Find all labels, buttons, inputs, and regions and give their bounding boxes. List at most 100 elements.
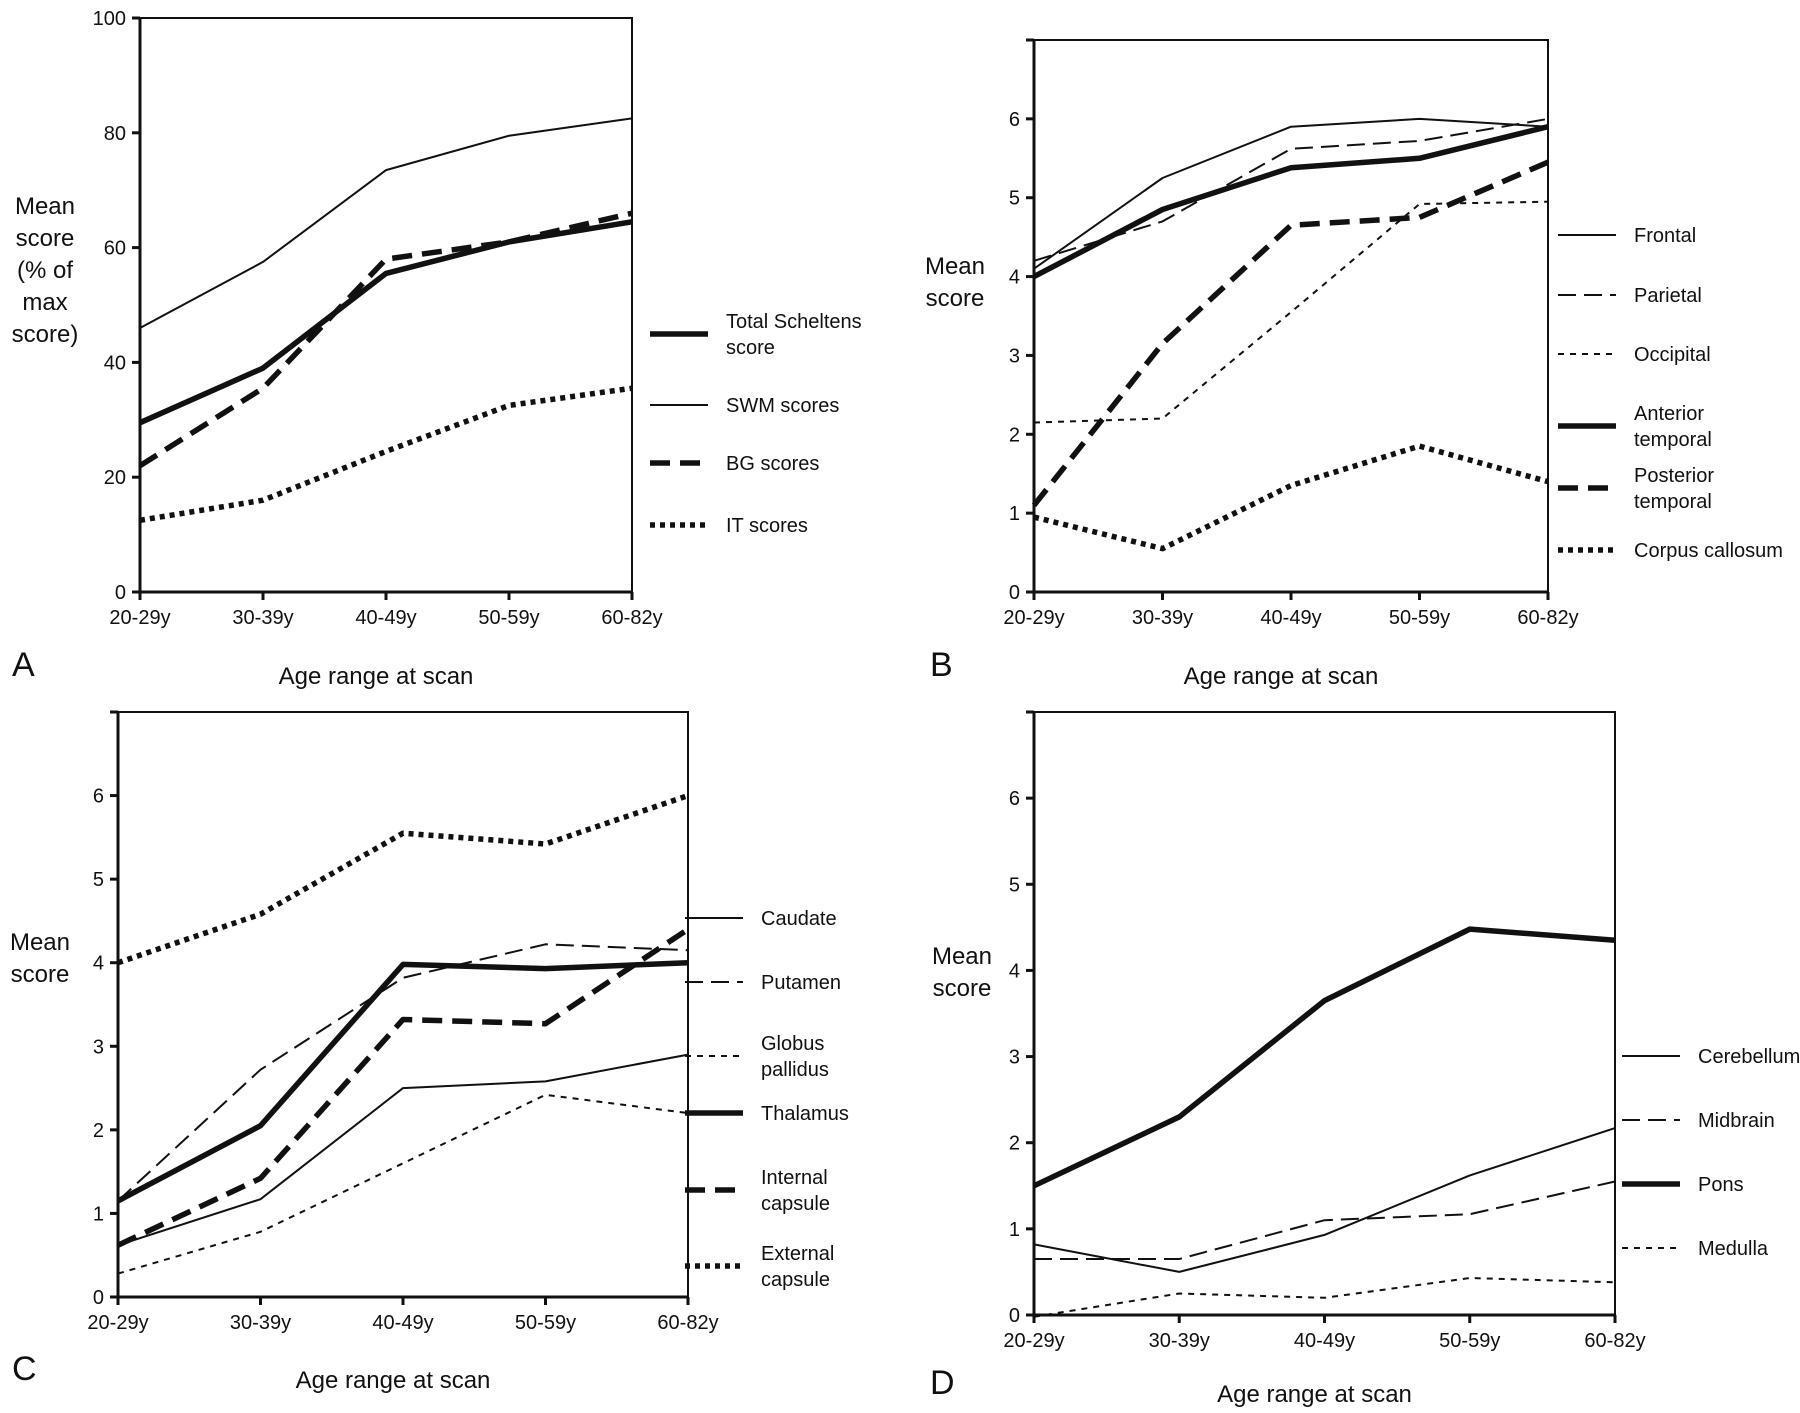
- x-axis-label: Age range at scan: [296, 1367, 491, 1394]
- x-tick-label: 20-29y: [1003, 607, 1064, 629]
- y-tick-label: 0: [1009, 1305, 1020, 1327]
- y-tick-label: 4: [93, 953, 104, 975]
- series-line-medulla: [1033, 1277, 1616, 1318]
- legend-label: Globus: [761, 1033, 824, 1055]
- y-axis-label: Mean: [925, 253, 985, 280]
- y-tick-label: 4: [1009, 960, 1020, 982]
- y-tick-label: 2: [1009, 1133, 1020, 1155]
- x-axis-label: Age range at scan: [1184, 663, 1379, 690]
- chart-panel-d: 0 1 2 3 4 5 6 20-29y 30-39y 40-49y 50-59y 60-82y Cer…: [930, 710, 1800, 1408]
- series-line-globus-pallidus: [117, 1093, 689, 1275]
- y-tick-label: 4: [1009, 267, 1020, 289]
- chart-panel-a: 0 20 40 60 80 100 20-29y 30-39y 40-49y 50-59y 60-8…: [12, 8, 862, 690]
- y-tick-label: 20: [104, 467, 126, 489]
- y-tick-label: 0: [93, 1287, 104, 1309]
- x-axis-label: Age range at scan: [279, 663, 474, 690]
- panel-label: D: [930, 1364, 955, 1402]
- y-tick-label: 1: [1009, 503, 1020, 525]
- series-line-bg-scores: [138, 210, 633, 469]
- x-tick-label: 60-82y: [601, 607, 662, 629]
- y-tick-label: 80: [104, 123, 126, 145]
- y-axis-label: score: [11, 961, 70, 988]
- x-tick-label: 30-39y: [232, 607, 293, 629]
- y-tick-label: 5: [1009, 188, 1020, 210]
- x-tick-label: 30-39y: [1149, 1330, 1210, 1352]
- legend-label: Posterior: [1634, 465, 1714, 487]
- y-axis-label: score: [926, 285, 985, 312]
- y-axis-label: Mean: [932, 943, 992, 970]
- legend-label: Anterior: [1634, 403, 1704, 425]
- y-axis-label: score: [16, 225, 75, 252]
- series-line-posterior-temporal: [1031, 159, 1550, 508]
- x-tick-label: 50-59y: [1389, 607, 1450, 629]
- series-line-anterior-temporal: [1032, 124, 1549, 280]
- series-line-putamen: [117, 943, 689, 1202]
- legend-label: IT scores: [726, 515, 808, 537]
- legend-label: Medulla: [1698, 1238, 1769, 1260]
- legend-label: Thalamus: [761, 1103, 849, 1125]
- x-tick-label: 40-49y: [355, 607, 416, 629]
- panel-label: B: [930, 646, 953, 684]
- series-line-corpus-callosum: [1033, 443, 1549, 552]
- series-line-parietal: [1033, 117, 1549, 262]
- x-tick-label: 50-59y: [515, 1312, 576, 1334]
- x-tick-label: 20-29y: [87, 1312, 148, 1334]
- series-line-external-capsule: [117, 792, 689, 966]
- x-tick-label: 50-59y: [478, 607, 539, 629]
- x-axis-label: Age range at scan: [1217, 1381, 1412, 1408]
- y-tick-label: 60: [104, 238, 126, 260]
- y-axis-label: (% of: [17, 257, 73, 284]
- y-axis-label: score: [933, 975, 992, 1002]
- legend-label: capsule: [761, 1269, 830, 1291]
- y-tick-label: 100: [93, 8, 126, 30]
- y-tick-label: 5: [1009, 874, 1020, 896]
- legend-label: capsule: [761, 1193, 830, 1215]
- y-axis-label: Mean: [15, 193, 75, 220]
- y-axis-label: max: [22, 289, 67, 316]
- y-tick-label: 2: [93, 1120, 104, 1142]
- series-line-it-scores: [139, 385, 633, 524]
- legend-label: Frontal: [1634, 225, 1696, 247]
- series-line-internal-capsule: [116, 927, 690, 1248]
- legend-label: Occipital: [1634, 344, 1711, 366]
- series-line-total-scheltens-score: [138, 219, 633, 426]
- series-line-thalamus: [116, 959, 689, 1204]
- y-tick-label: 5: [93, 869, 104, 891]
- x-tick-label: 40-49y: [372, 1312, 433, 1334]
- y-tick-label: 6: [93, 786, 104, 808]
- legend-label: score: [726, 337, 775, 359]
- series-line-caudate: [117, 1053, 689, 1247]
- plot-frame: [1033, 711, 1616, 1316]
- series-line-midbrain: [1034, 1180, 1616, 1260]
- x-tick-label: 50-59y: [1439, 1330, 1500, 1352]
- legend-label: SWM scores: [726, 395, 839, 417]
- x-tick-label: 60-82y: [1517, 607, 1578, 629]
- y-tick-label: 1: [1009, 1219, 1020, 1241]
- series-line-occipital: [1033, 200, 1549, 424]
- legend-label: BG scores: [726, 453, 819, 475]
- legend-label: Caudate: [761, 908, 837, 930]
- y-tick-label: 6: [1009, 109, 1020, 131]
- y-axis-label: score): [12, 321, 79, 348]
- legend-label: temporal: [1634, 491, 1712, 513]
- y-tick-label: 3: [93, 1036, 104, 1058]
- x-tick-label: 60-82y: [657, 1312, 718, 1334]
- x-tick-label: 40-49y: [1294, 1330, 1355, 1352]
- x-tick-label: 20-29y: [1003, 1330, 1064, 1352]
- x-tick-label: 30-39y: [1132, 607, 1193, 629]
- series-line-frontal: [1033, 117, 1549, 270]
- chart-panel-c: 0 1 2 3 4 5 6 20-29y 30-39y 40-49y 50-59y 60-82y Cau…: [10, 710, 849, 1394]
- y-tick-label: 3: [1009, 1047, 1020, 1069]
- legend-label: pallidus: [761, 1059, 829, 1081]
- legend-label: Parietal: [1634, 285, 1702, 307]
- y-tick-label: 0: [1009, 582, 1020, 604]
- x-tick-label: 30-39y: [230, 1312, 291, 1334]
- x-tick-label: 20-29y: [109, 607, 170, 629]
- series-line-swm-scores: [139, 117, 633, 329]
- x-tick-label: 60-82y: [1584, 1330, 1645, 1352]
- plot-frame: [139, 17, 633, 593]
- series-line-pons: [1032, 926, 1616, 1189]
- legend-label: Corpus callosum: [1634, 540, 1783, 562]
- legend-label: Cerebellum: [1698, 1046, 1800, 1068]
